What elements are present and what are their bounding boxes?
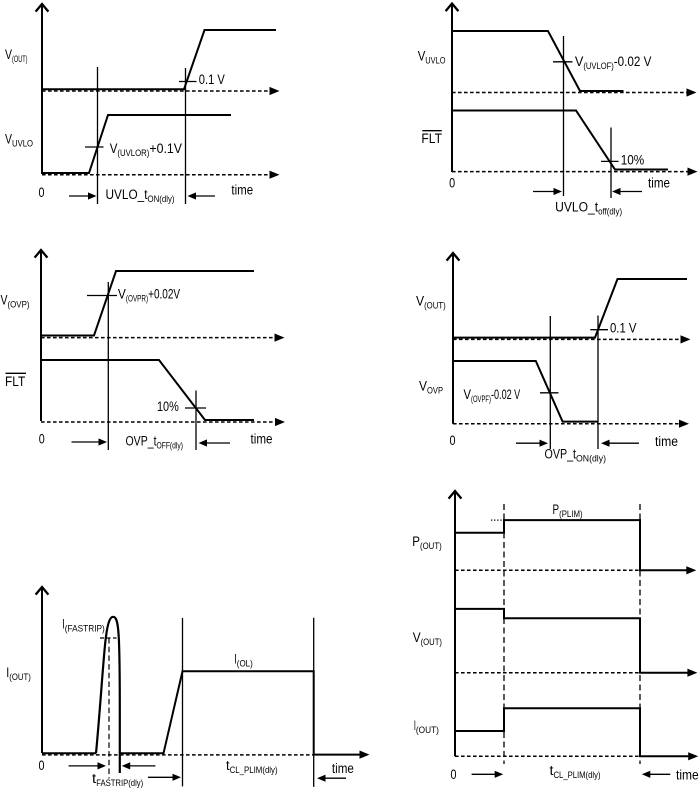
svg-text:P(OUT): P(OUT) bbox=[412, 534, 441, 551]
svg-text:0: 0 bbox=[39, 758, 45, 773]
svg-text:OVP_tON(dly): OVP_tON(dly) bbox=[545, 447, 607, 464]
svg-text:V(UVLOR)+0.1V: V(UVLOR)+0.1V bbox=[110, 141, 182, 158]
svg-text:0.1 V: 0.1 V bbox=[199, 72, 225, 87]
svg-text:0: 0 bbox=[449, 176, 455, 191]
svg-text:VUVLO: VUVLO bbox=[418, 49, 446, 66]
svg-text:V(OUT): V(OUT) bbox=[413, 630, 442, 647]
svg-text:P(PLIM): P(PLIM) bbox=[553, 502, 583, 519]
svg-text:I(FASTRIP): I(FASTRIP) bbox=[62, 617, 105, 634]
svg-text:UVLO_toff(dly): UVLO_toff(dly) bbox=[555, 200, 622, 217]
svg-text:0: 0 bbox=[39, 432, 45, 447]
svg-text:V(OVPR)+0.02V: V(OVPR)+0.02V bbox=[118, 287, 180, 304]
svg-text:0: 0 bbox=[450, 433, 456, 448]
svg-text:tCL_PLIM(dly): tCL_PLIM(dly) bbox=[226, 758, 278, 775]
svg-text:I(OUT): I(OUT) bbox=[6, 665, 31, 682]
svg-text:VUVLO: VUVLO bbox=[5, 132, 33, 149]
svg-text:time: time bbox=[332, 761, 354, 776]
svg-text:V(UVLOF)-0.02 V: V(UVLOF)-0.02 V bbox=[575, 54, 652, 71]
svg-text:time: time bbox=[676, 768, 699, 783]
svg-text:time: time bbox=[648, 176, 670, 191]
svg-text:time: time bbox=[251, 432, 273, 447]
svg-text:FLT: FLT bbox=[5, 374, 25, 389]
svg-text:time: time bbox=[655, 434, 678, 449]
svg-text:10%: 10% bbox=[157, 399, 179, 414]
svg-text:0: 0 bbox=[39, 185, 45, 200]
svg-text:I(OUT): I(OUT) bbox=[414, 718, 439, 735]
svg-text:V(OVPF)-0.02 V: V(OVPF)-0.02 V bbox=[464, 387, 521, 404]
svg-text:tCL_PLIM(dly): tCL_PLIM(dly) bbox=[550, 763, 601, 780]
svg-text:10%: 10% bbox=[621, 153, 645, 168]
svg-text:tFASTRIP(dly): tFASTRIP(dly) bbox=[92, 771, 143, 788]
svg-text:V(OVP): V(OVP) bbox=[1, 293, 30, 310]
svg-text:time: time bbox=[231, 183, 253, 198]
svg-text:UVLO_tON(dly): UVLO_tON(dly) bbox=[106, 187, 175, 204]
svg-text:VOVP: VOVP bbox=[419, 379, 443, 396]
svg-text:0.1 V: 0.1 V bbox=[610, 321, 637, 336]
svg-text:OVP_tOFF(dly): OVP_tOFF(dly) bbox=[126, 434, 184, 451]
svg-text:V(OUT): V(OUT) bbox=[5, 47, 28, 64]
svg-text:0: 0 bbox=[451, 767, 457, 782]
svg-text:FLT: FLT bbox=[421, 131, 442, 146]
svg-text:I(OL): I(OL) bbox=[234, 652, 253, 669]
svg-text:V(OUT): V(OUT) bbox=[416, 294, 446, 311]
